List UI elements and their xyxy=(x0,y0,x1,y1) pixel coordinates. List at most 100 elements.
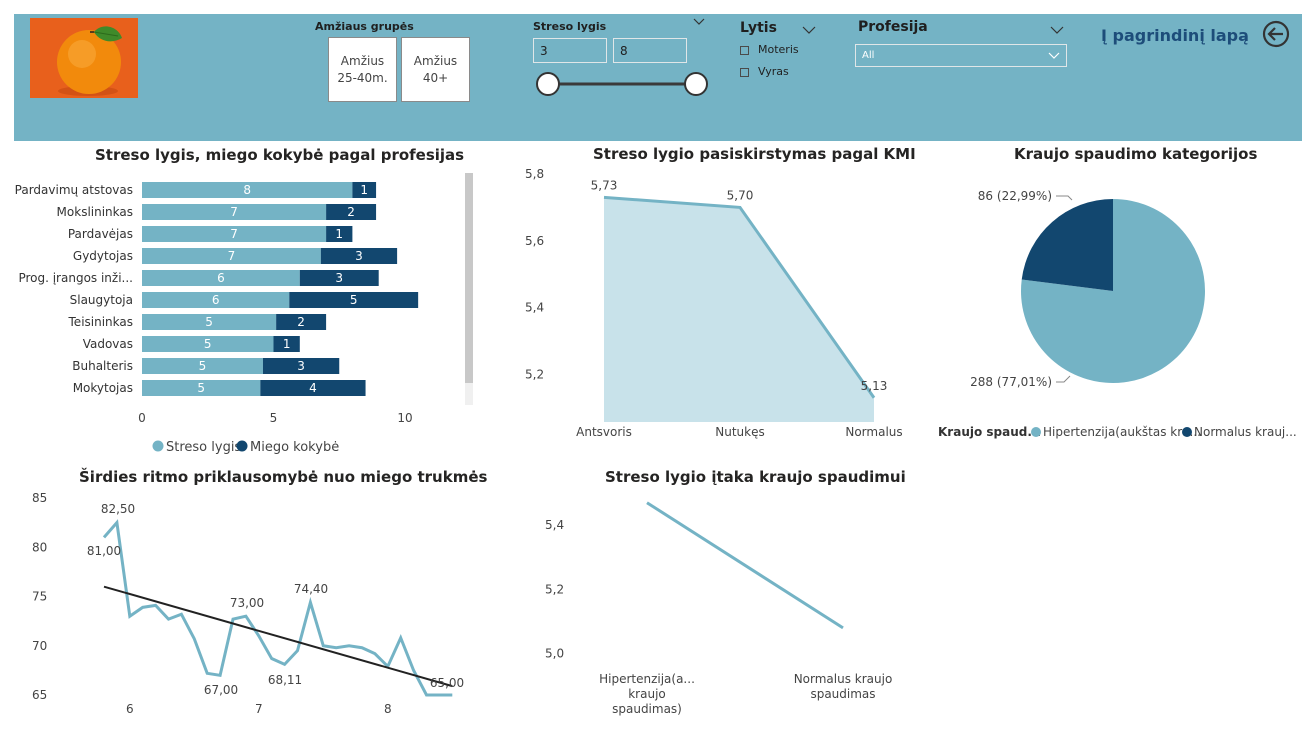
age-40-plus-button[interactable]: Amžius 40+ xyxy=(401,37,470,102)
heart-rate-line[interactable] xyxy=(102,519,453,697)
stress-bar[interactable] xyxy=(142,380,261,396)
y-tick-label: 5,2 xyxy=(545,582,564,596)
slider-min-handle[interactable] xyxy=(536,72,560,96)
x-tick-label: 0 xyxy=(138,411,146,425)
area-fill xyxy=(604,197,874,422)
x-tick-label: 8 xyxy=(384,702,392,716)
bar-value-label: 5 xyxy=(197,381,205,395)
sleep-bar[interactable] xyxy=(276,314,327,330)
leader-line xyxy=(1056,195,1073,201)
stress-bar[interactable] xyxy=(142,204,327,220)
back-arrow-icon[interactable] xyxy=(1261,19,1291,49)
stress-slicer-label: Streso lygis xyxy=(533,20,607,33)
category-label: Vadovas xyxy=(83,337,133,351)
bar-value-label: 1 xyxy=(283,337,291,351)
chevron-down-icon[interactable] xyxy=(1050,20,1064,39)
bar-value-label: 1 xyxy=(360,183,368,197)
gender-male-checkbox[interactable] xyxy=(740,68,749,77)
stress-bar[interactable] xyxy=(142,292,290,308)
bar-value-label: 7 xyxy=(230,227,238,241)
sleep-bar[interactable] xyxy=(320,248,398,264)
y-tick-label: 85 xyxy=(32,491,47,505)
y-tick-label: 5,4 xyxy=(545,518,564,532)
slider-max-handle[interactable] xyxy=(684,72,708,96)
gender-female-checkbox[interactable] xyxy=(740,46,749,55)
category-label: Buhalteris xyxy=(72,359,133,373)
legend-label: Normalus krauj... xyxy=(1194,425,1297,439)
bar-value-label: 3 xyxy=(355,249,363,263)
bar-value-label: 6 xyxy=(217,271,225,285)
sleep-bar[interactable] xyxy=(299,270,379,286)
home-page-link[interactable]: Į pagrindinį lapą xyxy=(1101,26,1249,45)
stress-bar[interactable] xyxy=(142,182,353,198)
scrollbar[interactable] xyxy=(465,173,473,383)
heart-rate-chart-title: Širdies ritmo priklausomybė nuo miego tr… xyxy=(79,468,488,486)
stress-bar[interactable] xyxy=(142,226,327,242)
stress-bar[interactable] xyxy=(142,314,277,330)
bar-value-label: 5 xyxy=(205,315,213,329)
chevron-down-icon[interactable] xyxy=(693,16,705,29)
gender-female-label: Moteris xyxy=(758,43,799,56)
legend-title: Kraujo spaud... xyxy=(938,425,1041,439)
stress-bp-line-chart: 5,45,25,0Hipertenzija(a...kraujospaudima… xyxy=(545,501,893,716)
legend-marker xyxy=(1182,427,1192,437)
category-label: Slaugytoja xyxy=(70,293,133,307)
sleep-bar[interactable] xyxy=(289,292,419,308)
bar-value-label: 5 xyxy=(204,337,212,351)
x-tick-label: 7 xyxy=(255,702,263,716)
stress-bar[interactable] xyxy=(142,358,263,374)
pie-slice[interactable] xyxy=(1021,199,1113,291)
orange-fruit-icon xyxy=(30,18,138,98)
x-category-label: spaudimas) xyxy=(612,702,682,716)
sleep-bar[interactable] xyxy=(273,336,300,352)
stress-bar[interactable] xyxy=(142,270,300,286)
data-label: 67,00 xyxy=(204,683,238,697)
data-label: 68,11 xyxy=(268,673,302,687)
data-label: 5,73 xyxy=(591,178,618,192)
bar-value-label: 2 xyxy=(297,315,305,329)
chevron-down-icon[interactable] xyxy=(802,20,816,39)
series-line[interactable] xyxy=(603,195,876,399)
x-category-label: Hipertenzija(a... xyxy=(599,672,695,686)
chevron-down-icon xyxy=(1048,52,1060,59)
bp-pie-chart: 86 (22,99%) 288 (77,01%) Kraujo spaud... Hi… xyxy=(938,189,1297,439)
stress-bp-line[interactable] xyxy=(646,501,844,630)
heart-rate-line-chart: 85 80 75 70 65 6 7 8 82,50 81,00 73,00 67,00 68,11 74… xyxy=(32,491,464,716)
profession-dropdown[interactable]: All xyxy=(855,44,1067,67)
stress-bar[interactable] xyxy=(142,336,274,352)
category-label: Mokslininkas xyxy=(57,205,133,219)
x-tick-label: 5 xyxy=(270,411,278,425)
category-label: Teisininkas xyxy=(68,315,133,329)
x-category-label: spaudimas xyxy=(810,687,875,701)
orange-logo xyxy=(30,18,138,98)
sleep-bar[interactable] xyxy=(260,380,366,396)
y-tick-label: 70 xyxy=(32,639,47,653)
stress-min-input[interactable]: 3 xyxy=(533,38,607,63)
bar-value-label: 3 xyxy=(297,359,305,373)
category-label: Prog. įrangos inži... xyxy=(18,271,133,285)
age-25-40-button[interactable]: Amžius 25-40m. xyxy=(328,37,397,102)
sleep-bar[interactable] xyxy=(326,204,377,220)
bar-value-label: 3 xyxy=(335,271,343,285)
bp-pie-title: Kraujo spaudimo kategorijos xyxy=(1014,145,1258,163)
data-label: 81,00 xyxy=(87,544,121,558)
filter-header xyxy=(14,14,1302,141)
scrollbar-track xyxy=(465,383,473,405)
bar-value-label: 6 xyxy=(212,293,220,307)
profession-chart-title: Streso lygis, miego kokybė pagal profesi… xyxy=(95,146,465,164)
x-category-label: Nutukęs xyxy=(715,425,764,439)
sleep-bar[interactable] xyxy=(326,226,353,242)
sleep-bar[interactable] xyxy=(262,358,340,374)
stress-max-input[interactable]: 8 xyxy=(613,38,687,63)
trend-line xyxy=(103,585,453,688)
bar-value-label: 2 xyxy=(347,205,355,219)
stress-bar[interactable] xyxy=(142,248,321,264)
bar-value-label: 5 xyxy=(199,359,207,373)
sleep-bar[interactable] xyxy=(352,182,377,198)
profession-value: All xyxy=(862,50,875,61)
data-label: 73,00 xyxy=(230,596,264,610)
legend-marker-sleep xyxy=(236,440,248,452)
y-tick-label: 75 xyxy=(32,590,47,604)
x-category-label: Normalus kraujo xyxy=(794,672,893,686)
stress-range-slider[interactable] xyxy=(533,70,713,100)
